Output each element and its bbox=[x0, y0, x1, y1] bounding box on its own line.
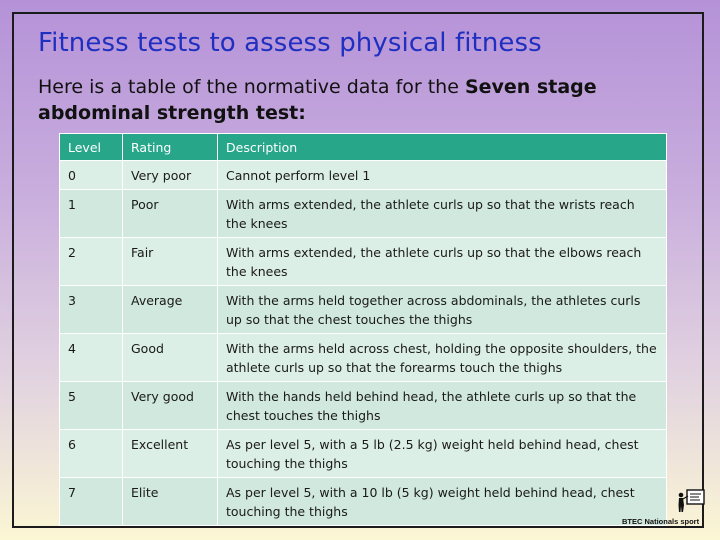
cell-description: With the arms held across chest, holding… bbox=[217, 333, 667, 382]
btec-logo: BTEC Nationals sport bbox=[620, 488, 706, 528]
cell-rating: Very poor bbox=[122, 160, 218, 190]
cell-rating: Average bbox=[122, 285, 218, 334]
header-description: Description bbox=[217, 133, 667, 161]
table-row: 4 Good With the arms held across chest, … bbox=[59, 333, 667, 382]
cell-rating: Good bbox=[122, 333, 218, 382]
table-row: 0 Very poor Cannot perform level 1 bbox=[59, 160, 667, 190]
table-row: 6 Excellent As per level 5, with a 5 lb … bbox=[59, 429, 667, 478]
table-row: 3 Average With the arms held together ac… bbox=[59, 285, 667, 334]
header-level: Level bbox=[59, 133, 123, 161]
table-row: 2 Fair With arms extended, the athlete c… bbox=[59, 237, 667, 286]
presenter-board-icon bbox=[678, 489, 705, 512]
cell-rating: Fair bbox=[122, 237, 218, 286]
cell-description: As per level 5, with a 5 lb (2.5 kg) wei… bbox=[217, 429, 667, 478]
table-row: 7 Elite As per level 5, with a 10 lb (5 … bbox=[59, 477, 667, 526]
table-row: 5 Very good With the hands held behind h… bbox=[59, 381, 667, 430]
cell-description: With arms extended, the athlete curls up… bbox=[217, 237, 667, 286]
cell-level: 2 bbox=[59, 237, 123, 286]
table-header-row: Level Rating Description bbox=[59, 133, 667, 161]
cell-level: 4 bbox=[59, 333, 123, 382]
logo-text: BTEC Nationals sport bbox=[622, 517, 700, 526]
cell-level: 6 bbox=[59, 429, 123, 478]
cell-rating: Excellent bbox=[122, 429, 218, 478]
cell-level: 0 bbox=[59, 160, 123, 190]
table-row: 1 Poor With arms extended, the athlete c… bbox=[59, 189, 667, 238]
cell-description: With the hands held behind head, the ath… bbox=[217, 381, 667, 430]
normative-data-table: Level Rating Description 0 Very poor Can… bbox=[59, 133, 667, 526]
header-rating: Rating bbox=[122, 133, 218, 161]
cell-description: As per level 5, with a 10 lb (5 kg) weig… bbox=[217, 477, 667, 526]
cell-description: With arms extended, the athlete curls up… bbox=[217, 189, 667, 238]
cell-level: 1 bbox=[59, 189, 123, 238]
cell-description: Cannot perform level 1 bbox=[217, 160, 667, 190]
intro-text: Here is a table of the normative data fo… bbox=[38, 76, 465, 98]
cell-level: 5 bbox=[59, 381, 123, 430]
cell-rating: Very good bbox=[122, 381, 218, 430]
cell-rating: Poor bbox=[122, 189, 218, 238]
slide-frame bbox=[12, 12, 704, 528]
cell-level: 3 bbox=[59, 285, 123, 334]
cell-level: 7 bbox=[59, 477, 123, 526]
cell-rating: Elite bbox=[122, 477, 218, 526]
cell-description: With the arms held together across abdom… bbox=[217, 285, 667, 334]
intro-paragraph: Here is a table of the normative data fo… bbox=[38, 74, 658, 126]
slide-title: Fitness tests to assess physical fitness bbox=[38, 28, 542, 58]
intro-test-name: Seven stage abdominal strength test: bbox=[38, 76, 597, 124]
